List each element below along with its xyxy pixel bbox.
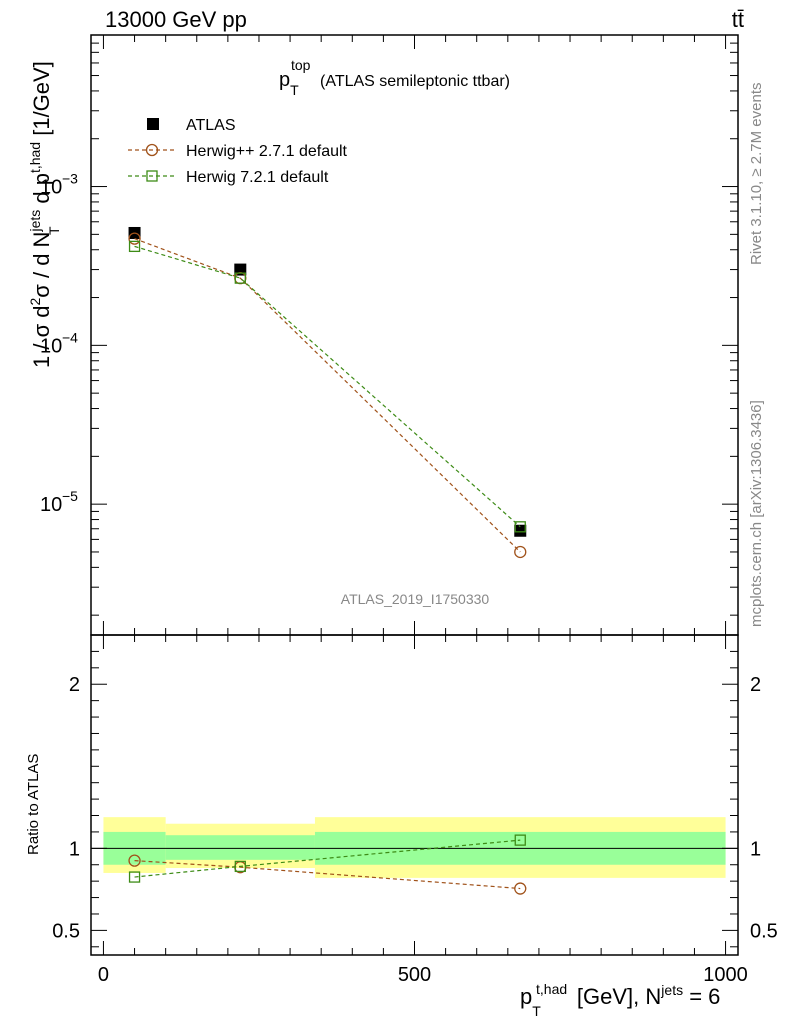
axis-ticks: [91, 35, 738, 955]
legend-label-herwig7: Herwig 7.2.1 default: [186, 169, 329, 186]
ratio-series-marks: [128, 834, 527, 895]
x-tick-label: 0: [98, 964, 109, 986]
legend-marker-herwig7: [146, 170, 158, 182]
x-axis-label-superscript: t,had: [536, 981, 567, 997]
plot-title: pT: [279, 69, 299, 98]
y-axis-label: 1 / σ d2σ / d Njets d pt,had [1/GeV]: [27, 61, 54, 368]
data-point: [514, 524, 527, 537]
ratio-y-tick-label: 1: [69, 838, 80, 860]
legend-label-herwigpp: Herwig++ 2.7.1 default: [186, 143, 348, 160]
y-tick-label-exponent: −5: [62, 488, 78, 504]
data-point: [514, 521, 526, 533]
ratio-point: [234, 860, 246, 873]
legend-label-atlas: ATLAS: [186, 117, 236, 134]
legend-marker-herwigpp: [145, 143, 159, 157]
y-tick-label: 10: [40, 335, 62, 357]
ratio-point: [128, 854, 141, 867]
y-tick-label-exponent: −3: [62, 171, 78, 187]
rivet-label: Rivet 3.1.10, ≥ 2.7M events: [748, 83, 765, 266]
ratio-point: [128, 871, 141, 883]
ratio-band-inner: [165, 835, 315, 860]
process-label: tt̄: [732, 7, 744, 32]
legend: ATLAS Herwig++ 2.7.1 default Herwig 7.2.…: [128, 117, 348, 186]
plot-title-rest: (ATLAS semileptonic ttbar): [320, 73, 510, 90]
collision-label: 13000 GeV pp: [105, 7, 247, 32]
x-tick-label: 500: [398, 964, 431, 986]
plot-title-superscript: top: [291, 57, 311, 73]
ratio-series-line: [134, 860, 521, 890]
series-line: [134, 245, 521, 528]
ratio-axis-label: Ratio to ATLAS: [25, 754, 42, 855]
ratio-uncertainty-bands: [103, 817, 726, 878]
y-tick-label: 10: [40, 177, 62, 199]
ratio-series-line: [134, 839, 521, 878]
ratio-point: [514, 834, 526, 846]
data-point: [128, 232, 141, 245]
data-point: [514, 545, 527, 559]
ratio-y-tick-label: 0.5: [52, 920, 80, 942]
x-tick-label: 1000: [703, 964, 748, 986]
ratio-y-tick-label-right: 2: [750, 674, 761, 696]
legend-marker-atlas: [147, 118, 159, 130]
ratio-point: [514, 882, 527, 895]
analysis-watermark: ATLAS_2019_I1750330: [341, 591, 490, 607]
mcplots-label: mcplots.cern.ch [arXiv:1306.3436]: [748, 400, 765, 627]
ratio-panel-frame: [90, 634, 739, 956]
ratio-y-tick-label-right: 1: [750, 838, 761, 860]
series-line: [134, 238, 521, 553]
ratio-y-tick-label-right: 0.5: [750, 920, 778, 942]
y-axis-label-subscript: T: [46, 226, 62, 235]
data-point: [128, 240, 141, 253]
x-axis-label: pT [GeV], Njets = 6: [520, 982, 720, 1019]
data-point: [234, 272, 246, 284]
y-tick-label: 10: [40, 494, 62, 516]
y-tick-label-exponent: −4: [62, 329, 78, 345]
main-series-marks: [128, 226, 527, 559]
ratio-y-tick-label: 2: [69, 674, 80, 696]
